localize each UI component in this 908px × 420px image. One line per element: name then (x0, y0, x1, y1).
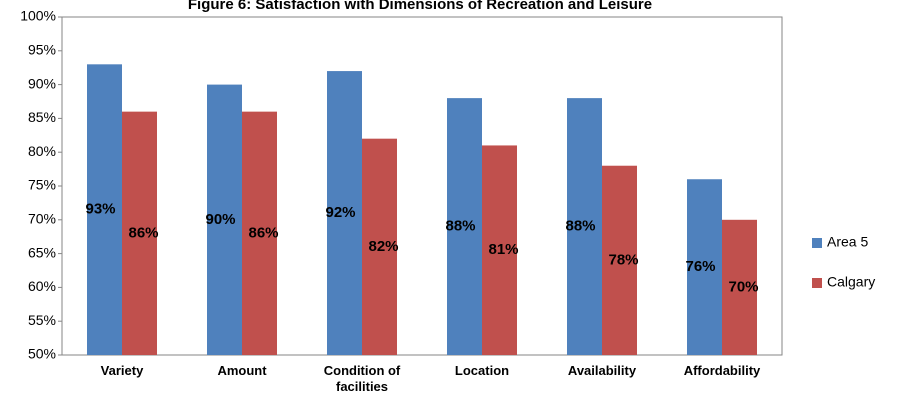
bar (447, 98, 482, 356)
y-tick-label: 50% (28, 346, 56, 362)
data-label: 86% (128, 224, 158, 241)
x-tick-label: Amount (217, 363, 267, 378)
bar (602, 165, 637, 355)
data-label: 82% (368, 238, 398, 255)
data-label: 76% (685, 258, 715, 275)
legend-swatch (812, 278, 822, 288)
y-tick-label: 55% (28, 312, 56, 328)
y-tick-label: 60% (28, 278, 56, 294)
data-label: 90% (205, 211, 235, 228)
data-label: 93% (85, 201, 115, 218)
legend-label: Calgary (827, 274, 875, 290)
data-label: 70% (728, 278, 758, 295)
x-tick-label: Location (454, 363, 510, 378)
bar (207, 84, 242, 355)
bar (122, 111, 157, 355)
y-tick-label: 80% (28, 143, 56, 159)
y-tick-label: 65% (28, 244, 56, 260)
y-tick-label: 90% (28, 75, 56, 91)
bar (87, 64, 122, 355)
y-tick-label: 85% (28, 109, 56, 125)
data-label: 81% (488, 241, 518, 258)
bar (242, 111, 277, 355)
data-label: 78% (608, 251, 638, 268)
y-tick-label: 100% (20, 8, 56, 24)
bar (687, 179, 722, 355)
x-tick-label: Affordability (683, 363, 761, 378)
x-tick-label: Variety (100, 363, 144, 378)
data-label: 88% (565, 218, 595, 235)
bar (567, 98, 602, 356)
bar (327, 71, 362, 355)
bar (722, 219, 757, 355)
y-tick-label: 95% (28, 42, 56, 58)
y-tick-label: 75% (28, 177, 56, 193)
x-tick-label: Availability (567, 363, 637, 378)
data-label: 86% (248, 224, 278, 241)
chart-title: Figure 6: Satisfaction with Dimensions o… (188, 0, 652, 13)
plot-border (61, 16, 783, 356)
data-label: 88% (445, 218, 475, 235)
bar (482, 145, 517, 355)
bar (362, 138, 397, 355)
legend-label: Area 5 (827, 234, 868, 250)
y-tick-label: 70% (28, 211, 56, 227)
legend-swatch (812, 238, 822, 248)
data-label: 92% (325, 204, 355, 221)
x-tick-label: Condition of facilities (323, 363, 401, 394)
